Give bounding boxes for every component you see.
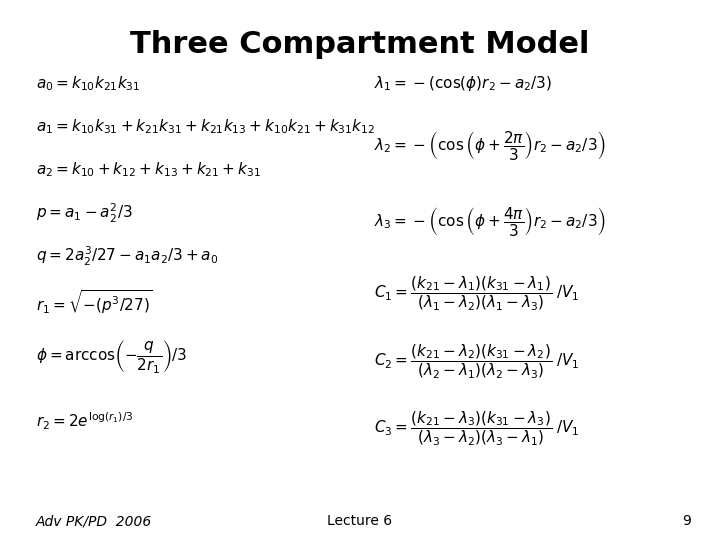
Text: 9: 9 [683, 514, 691, 528]
Text: $a_2 = k_{10} + k_{12} + k_{13} + k_{21} + k_{31}$: $a_2 = k_{10} + k_{12} + k_{13} + k_{21}… [36, 161, 261, 179]
Text: $r_2 = 2e^{\mathrm{log}(r_1)/3}$: $r_2 = 2e^{\mathrm{log}(r_1)/3}$ [36, 410, 134, 432]
Text: $C_1 = \dfrac{(k_{21}-\lambda_1)(k_{31}-\lambda_1)}{(\lambda_1-\lambda_2)(\lambd: $C_1 = \dfrac{(k_{21}-\lambda_1)(k_{31}-… [374, 275, 580, 313]
Text: $\phi = \mathrm{arccos}\left(-\dfrac{q}{2r_1}\right)/3$: $\phi = \mathrm{arccos}\left(-\dfrac{q}{… [36, 338, 187, 375]
Text: $C_2 = \dfrac{(k_{21}-\lambda_2)(k_{31}-\lambda_2)}{(\lambda_2-\lambda_1)(\lambd: $C_2 = \dfrac{(k_{21}-\lambda_2)(k_{31}-… [374, 343, 580, 381]
Text: Adv PK/PD  2006: Adv PK/PD 2006 [36, 514, 152, 528]
Text: Three Compartment Model: Three Compartment Model [130, 30, 590, 59]
Text: $p = a_1 - a_2^{2}/3$: $p = a_1 - a_2^{2}/3$ [36, 202, 132, 225]
Text: Lecture 6: Lecture 6 [328, 514, 392, 528]
Text: $a_1 = k_{10}k_{31} + k_{21}k_{31} + k_{21}k_{13} + k_{10}k_{21} + k_{31}k_{12}$: $a_1 = k_{10}k_{31} + k_{21}k_{31} + k_{… [36, 118, 375, 136]
Text: $a_0 = k_{10}k_{21}k_{31}$: $a_0 = k_{10}k_{21}k_{31}$ [36, 75, 140, 93]
Text: $\lambda_1 = -(\cos(\phi)r_2 - a_2/3)$: $\lambda_1 = -(\cos(\phi)r_2 - a_2/3)$ [374, 74, 552, 93]
Text: $C_3 = \dfrac{(k_{21}-\lambda_3)(k_{31}-\lambda_3)}{(\lambda_3-\lambda_2)(\lambd: $C_3 = \dfrac{(k_{21}-\lambda_3)(k_{31}-… [374, 410, 580, 448]
Text: $q = 2a_2^{3}/27 - a_1a_2/3 + a_0$: $q = 2a_2^{3}/27 - a_1a_2/3 + a_0$ [36, 245, 218, 268]
Text: $\lambda_3 = -\left(\cos\left(\phi + \dfrac{4\pi}{3}\right)r_2 - a_2/3\right)$: $\lambda_3 = -\left(\cos\left(\phi + \df… [374, 205, 606, 238]
Text: $r_1 = \sqrt{-(p^3/27)}$: $r_1 = \sqrt{-(p^3/27)}$ [36, 289, 153, 316]
Text: $\lambda_2 = -\left(\cos\left(\phi + \dfrac{2\pi}{3}\right)r_2 - a_2/3\right)$: $\lambda_2 = -\left(\cos\left(\phi + \df… [374, 129, 606, 163]
